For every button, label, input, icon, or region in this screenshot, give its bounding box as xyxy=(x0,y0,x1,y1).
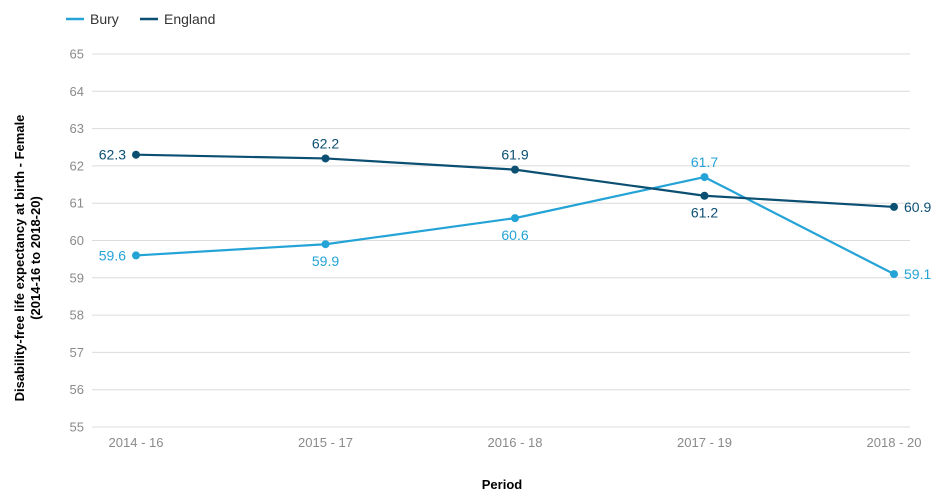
y-tick-label: 64 xyxy=(70,84,84,99)
data-point-england xyxy=(700,191,709,200)
series-lines xyxy=(132,150,898,279)
data-point-bury xyxy=(700,173,709,182)
data-point-bury xyxy=(321,240,330,249)
y-tick-label: 56 xyxy=(70,382,84,397)
data-point-bury xyxy=(132,251,140,260)
x-tick-label: 2015 - 17 xyxy=(298,435,353,450)
y-tick-label: 62 xyxy=(70,158,84,173)
y-tick-label: 61 xyxy=(70,196,84,211)
legend-label-bury: Bury xyxy=(90,11,119,27)
data-label-bury: 59.6 xyxy=(99,247,126,263)
data-labels: 59.6 59.9 60.6 61.7 59.1 62.3 62.2 61.9 61.2 60.9 xyxy=(99,135,932,282)
data-label-england: 61.2 xyxy=(691,205,718,221)
data-point-bury xyxy=(890,270,898,279)
y-tick-label: 58 xyxy=(70,308,84,323)
data-point-england xyxy=(132,150,140,159)
y-tick-label: 63 xyxy=(70,121,84,136)
y-tick-label: 65 xyxy=(70,47,84,62)
y-axis-ticks: 55 56 57 58 59 60 61 62 63 64 65 xyxy=(70,47,84,435)
data-label-england: 62.2 xyxy=(312,135,339,151)
data-label-england: 60.9 xyxy=(904,199,931,215)
data-label-bury: 59.1 xyxy=(904,266,931,282)
x-axis-ticks: 2014 - 16 2015 - 17 2016 - 18 2017 - 19 2018… xyxy=(109,435,922,450)
y-tick-label: 57 xyxy=(70,345,84,360)
data-point-england xyxy=(321,154,330,163)
legend-label-england: England xyxy=(164,11,215,27)
data-point-england xyxy=(890,202,898,211)
legend: Bury England xyxy=(66,11,215,27)
data-label-bury: 59.9 xyxy=(312,253,339,269)
y-tick-label: 60 xyxy=(70,233,84,248)
gridlines xyxy=(92,53,910,428)
data-label-england: 61.9 xyxy=(501,147,528,163)
y-axis-title-line-1: Disability-free life expectancy at birth… xyxy=(12,115,27,402)
data-point-bury xyxy=(511,214,519,223)
data-label-england: 62.3 xyxy=(99,147,126,163)
data-label-bury: 61.7 xyxy=(691,154,718,170)
data-label-bury: 60.6 xyxy=(501,227,528,243)
x-tick-label: 2016 - 18 xyxy=(488,435,543,450)
data-point-england xyxy=(511,165,519,174)
x-tick-label: 2014 - 16 xyxy=(109,435,164,450)
x-axis-title: Period xyxy=(482,477,523,492)
x-tick-label: 2017 - 19 xyxy=(677,435,732,450)
y-tick-label: 55 xyxy=(70,420,84,435)
y-tick-label: 59 xyxy=(70,270,84,285)
x-tick-label: 2018 - 20 xyxy=(867,435,922,450)
y-axis-title-line-2: (2014-16 to 2018-20) xyxy=(28,196,43,320)
series-line-bury xyxy=(135,175,895,276)
